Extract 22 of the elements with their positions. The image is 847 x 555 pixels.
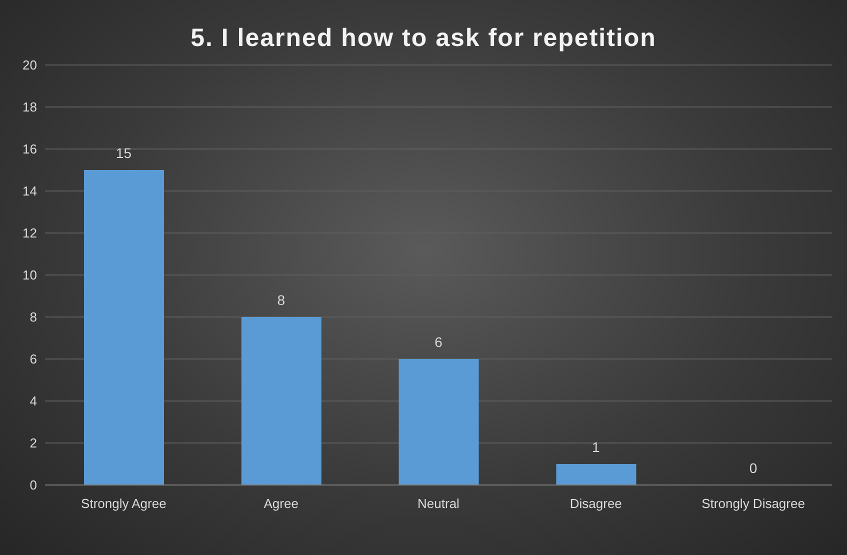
x-tick-label: Neutral [418, 496, 460, 512]
y-tick-label: 4 [30, 394, 37, 409]
y-tick-label: 8 [30, 310, 37, 325]
x-tick-label: Strongly Disagree [702, 496, 805, 512]
y-tick-label: 14 [22, 184, 37, 199]
y-tick-label: 0 [30, 478, 37, 493]
data-label: 15 [116, 145, 132, 161]
y-tick-label: 2 [30, 436, 37, 451]
y-tick-label: 16 [22, 142, 37, 157]
y-tick-label: 10 [22, 268, 37, 283]
x-tick-label: Disagree [570, 496, 622, 512]
chart-title: 5. I learned how to ask for repetition [190, 24, 658, 53]
y-tick-label: 6 [30, 352, 37, 367]
y-tick-label: 18 [22, 100, 37, 115]
data-label: 6 [434, 334, 443, 350]
y-tick-label: 12 [22, 226, 37, 241]
data-label: 1 [592, 439, 600, 455]
y-tick-label: 20 [22, 58, 37, 73]
x-tick-label: Agree [264, 496, 298, 512]
data-label: 0 [749, 460, 758, 476]
x-tick-label: Strongly Agree [81, 496, 166, 512]
data-label: 8 [277, 292, 286, 308]
